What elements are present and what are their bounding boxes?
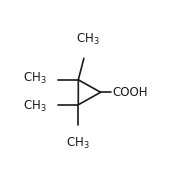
Text: CH$_3$: CH$_3$ — [23, 99, 47, 114]
Text: CH$_3$: CH$_3$ — [66, 136, 90, 151]
Text: COOH: COOH — [112, 86, 148, 99]
Text: CH$_3$: CH$_3$ — [23, 71, 47, 86]
Text: CH$_3$: CH$_3$ — [76, 31, 100, 47]
